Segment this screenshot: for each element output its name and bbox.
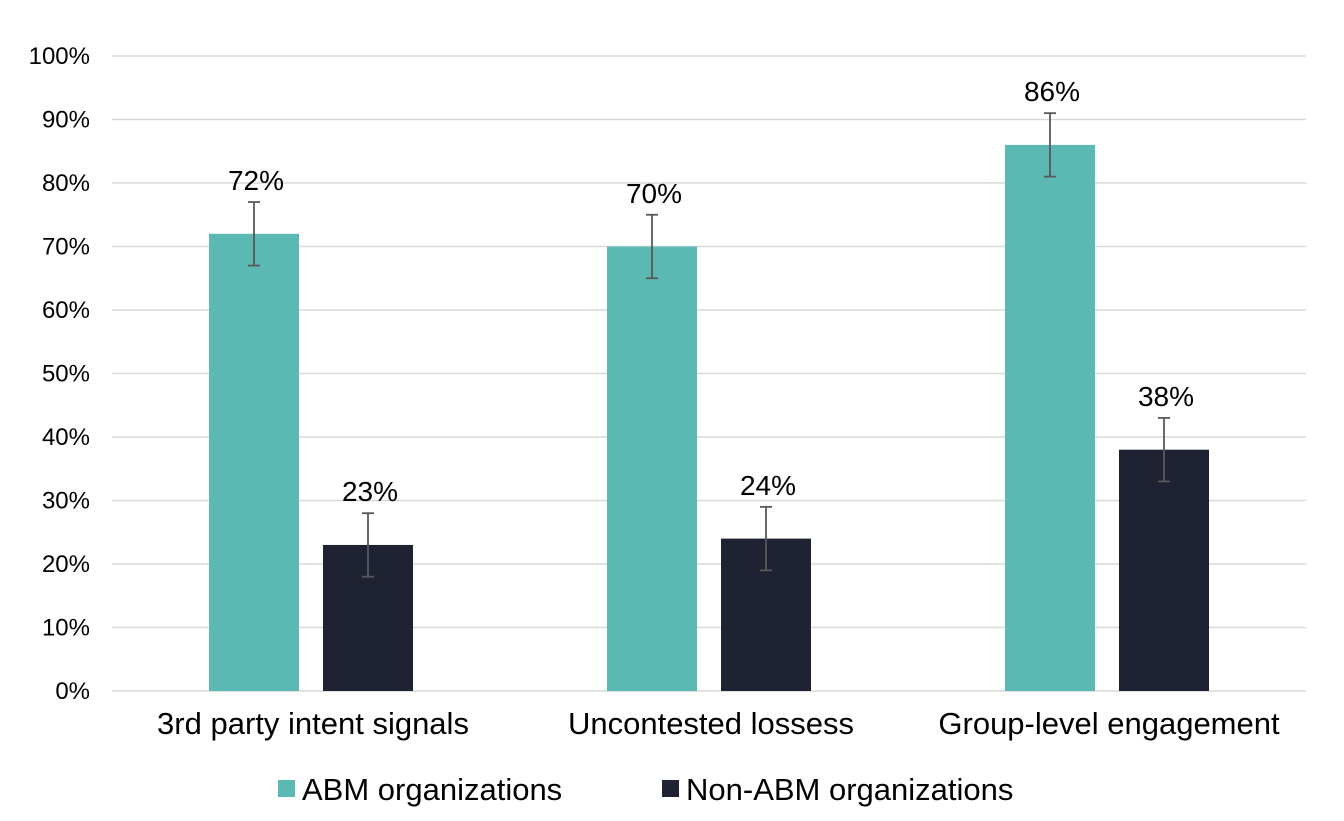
legend-item-non-abm: Non-ABM organizations (662, 772, 1013, 807)
bar-non-abm-3 (1119, 449, 1209, 691)
y-tick-label: 60% (42, 297, 90, 324)
y-tick-label: 80% (42, 170, 90, 197)
legend-item-abm: ABM organizations (278, 772, 562, 807)
y-tick-label: 10% (42, 615, 90, 642)
y-tick-label: 0% (55, 678, 90, 705)
data-label: 24% (740, 470, 796, 501)
error-bar-non-abm-2 (760, 505, 772, 572)
y-tick-label: 100% (29, 43, 90, 70)
category-label: 3rd party intent signals (157, 706, 469, 741)
legend-label: ABM organizations (302, 772, 562, 807)
legend-swatch (662, 780, 679, 797)
category-label: Uncontested lossess (568, 706, 854, 741)
data-label: 72% (228, 165, 284, 196)
error-bar-abm-2 (646, 213, 658, 280)
error-bar-non-abm-1 (362, 512, 374, 578)
y-tick-label: 90% (42, 107, 90, 134)
y-axis: 0% 10% 20% 30% 40% 50% 60% 70% 80% 90% 100% (29, 43, 90, 705)
gridlines (112, 55, 1306, 692)
bar-abm-2 (607, 246, 697, 691)
legend: ABM organizations Non-ABM organizations (278, 772, 1013, 807)
x-axis-categories: 3rd party intent signals Uncontested loss… (157, 706, 1280, 741)
error-bar-non-abm-3 (1158, 417, 1170, 483)
bars (209, 144, 1209, 692)
y-tick-label: 20% (42, 551, 90, 578)
legend-swatch (278, 780, 295, 797)
bar-abm-1 (209, 233, 299, 692)
category-label: Group-level engagement (938, 706, 1280, 741)
y-tick-label: 40% (42, 424, 90, 451)
bar-abm-3 (1005, 144, 1095, 691)
data-labels: 72% 23% 70% 24% 86% 38% (228, 76, 1194, 507)
error-bar-abm-3 (1044, 112, 1056, 178)
error-bar-abm-1 (248, 201, 260, 267)
error-bars (248, 112, 1170, 578)
data-label: 86% (1024, 76, 1080, 107)
y-tick-label: 70% (42, 234, 90, 261)
data-label: 38% (1138, 381, 1194, 412)
legend-label: Non-ABM organizations (686, 772, 1013, 807)
y-tick-label: 30% (42, 488, 90, 515)
y-tick-label: 50% (42, 361, 90, 388)
data-label: 23% (342, 476, 398, 507)
data-label: 70% (626, 178, 682, 209)
